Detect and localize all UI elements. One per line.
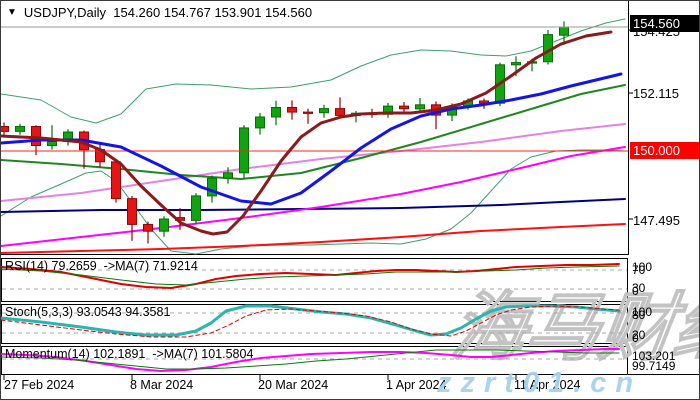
stoch-scale-20: 20 — [632, 328, 646, 342]
current-price-badge: 154.560 — [630, 15, 699, 32]
price-scale-ticks — [628, 29, 633, 220]
date-label: 20 Mar 2024 — [258, 378, 329, 392]
chart-header: ▼ USDJPY,Daily 154.260 154.767 153.901 1… — [7, 5, 312, 20]
stoch-scale-80: 80 — [632, 308, 646, 322]
level-price-badge: 150.000 — [630, 142, 699, 159]
current-price-value: 154.560 — [633, 16, 680, 31]
site-watermark: zzrt01.cn — [437, 367, 643, 399]
symbol-ohlc-line: USDJPY,Daily 154.260 154.767 153.901 154… — [23, 5, 313, 20]
price-grid-label: 147.495 — [633, 213, 680, 228]
momentum-panel[interactable] — [1, 346, 628, 375]
stochastic-panel[interactable] — [1, 304, 628, 344]
rsi-lines — [1, 263, 620, 289]
rsi-scale-70: 70 — [632, 263, 646, 277]
momentum-scale-high: 103.201 — [632, 349, 676, 363]
date-label: 1 Apr 2024 — [386, 378, 447, 392]
horizontal-lines — [1, 26, 628, 152]
rsi-scale-100: 100 — [632, 260, 653, 274]
stoch-scale-0: 0 — [632, 331, 639, 345]
main-price-panel[interactable] — [1, 1, 629, 255]
rsi-scale-0: 0 — [632, 284, 639, 298]
overlay-lines-over — [1, 30, 623, 236]
rsi-scale-30: 30 — [632, 281, 646, 295]
time-axis-ticks — [3, 375, 517, 380]
time-axis-line — [628, 374, 699, 375]
date-label: 8 Mar 2024 — [130, 378, 194, 392]
date-label: 11 Apr 2024 — [514, 378, 581, 392]
momentum-indicator-label: Momentum(14) 102.1891 ->MA(7) 101.5804 — [5, 347, 254, 361]
date-label: 27 Feb 2024 — [4, 378, 75, 392]
overlay-lines-under — [1, 18, 626, 255]
rsi-panel[interactable] — [1, 258, 628, 302]
symbol-dropdown-icon[interactable]: ▼ — [7, 6, 17, 18]
level-price-value: 150.000 — [633, 143, 680, 158]
stoch-lines — [1, 304, 621, 338]
momentum-scale-low: 99.7149 — [632, 359, 676, 373]
stochastic-indicator-label: Stoch(5,3,3) 93.0543 94.3581 — [5, 305, 171, 319]
momentum-lines — [1, 348, 620, 372]
stoch-scale-100: 100 — [632, 305, 653, 319]
price-grid-label: 152.115 — [633, 86, 680, 101]
rsi-indicator-label: RSI(14) 79.2659 ->MA(7) 71.9214 — [5, 259, 198, 273]
